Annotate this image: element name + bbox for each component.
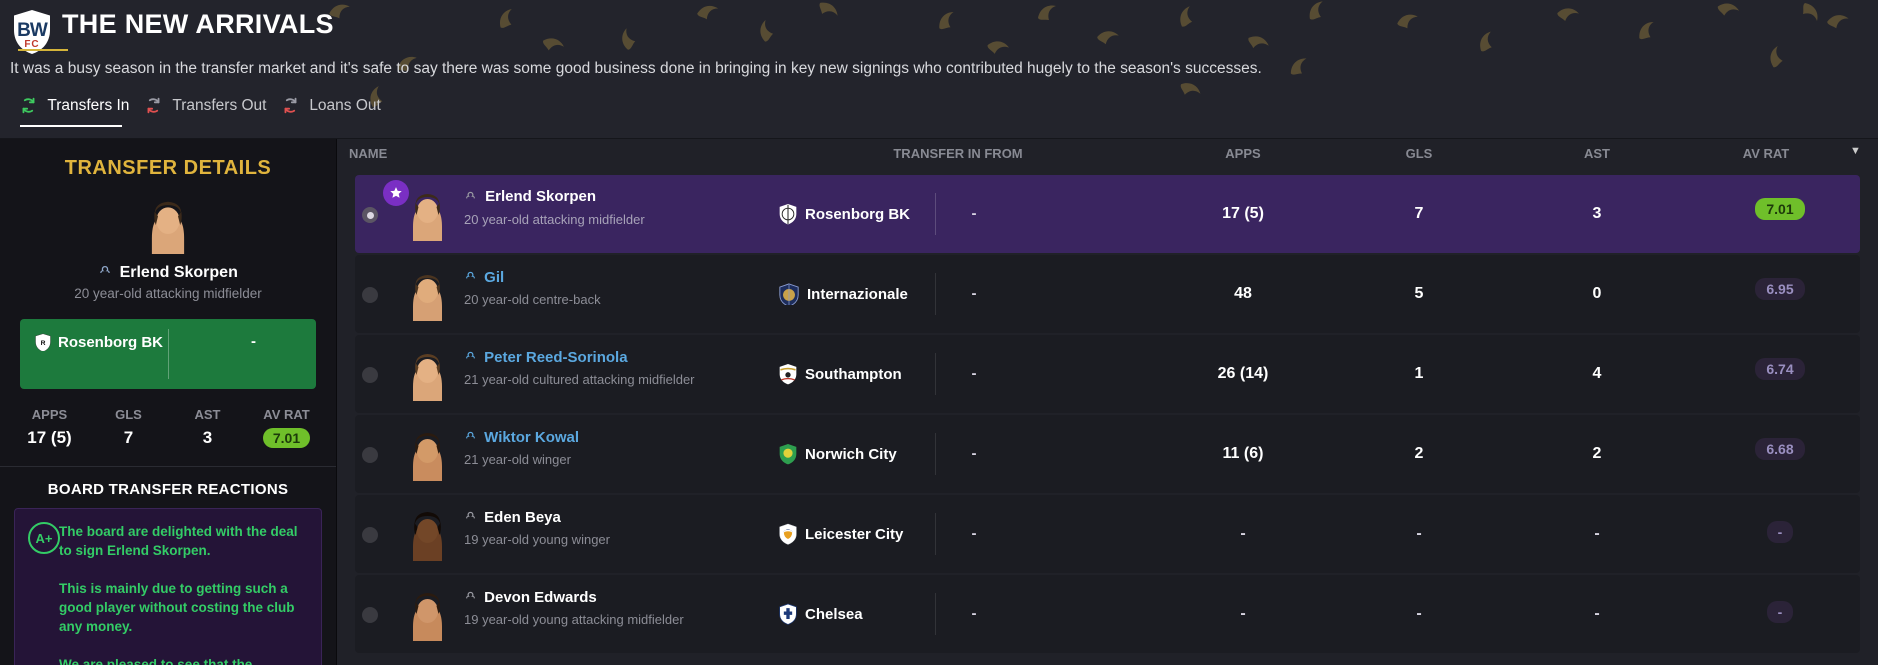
- svg-text:BW: BW: [17, 20, 48, 41]
- svg-text:R: R: [41, 340, 46, 347]
